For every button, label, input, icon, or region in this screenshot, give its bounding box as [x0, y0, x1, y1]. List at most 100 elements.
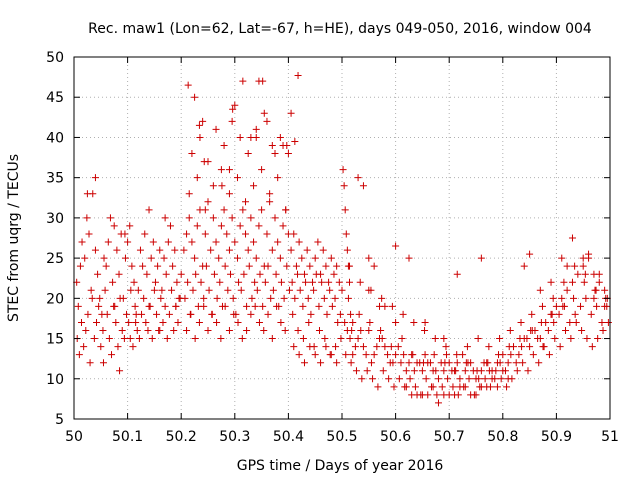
data-point [365, 254, 373, 262]
data-point [529, 351, 537, 359]
data-point [132, 318, 140, 326]
x-tick-label: 50.3 [219, 429, 250, 445]
data-point [296, 286, 304, 294]
data-point [317, 359, 325, 367]
data-point [274, 238, 282, 246]
data-point [484, 359, 492, 367]
data-point [164, 238, 172, 246]
x-tick-label: 50 [65, 429, 83, 445]
data-point [193, 222, 201, 230]
data-point [271, 150, 279, 158]
data-point [431, 335, 439, 343]
data-point [405, 254, 413, 262]
data-point [233, 174, 241, 182]
data-point [322, 343, 330, 351]
data-point [515, 351, 523, 359]
data-point [76, 262, 84, 270]
data-point [409, 351, 417, 359]
data-point [130, 278, 138, 286]
data-point [354, 335, 362, 343]
data-point [472, 375, 480, 383]
data-point [410, 367, 418, 375]
data-point [526, 250, 534, 258]
data-point [200, 294, 208, 302]
data-point [156, 246, 164, 254]
data-point [243, 327, 251, 335]
data-point [434, 375, 442, 383]
data-point [280, 294, 288, 302]
data-point [349, 351, 357, 359]
data-point [305, 318, 313, 326]
data-point [195, 318, 203, 326]
data-point [218, 182, 226, 190]
data-point [376, 335, 384, 343]
data-point [101, 286, 109, 294]
y-tick-label: 35 [46, 171, 64, 187]
axis-ticks [73, 56, 611, 420]
data-point [387, 343, 395, 351]
data-point [123, 310, 131, 318]
data-point [95, 302, 103, 310]
data-point [488, 367, 496, 375]
data-point [582, 294, 590, 302]
y-axis-label: STEC from uqrg / TECUs [6, 154, 22, 322]
data-point [340, 182, 348, 190]
data-point [171, 246, 179, 254]
data-point [434, 399, 442, 407]
data-point [144, 327, 152, 335]
data-point [104, 238, 112, 246]
data-point [231, 101, 239, 109]
data-point [245, 262, 253, 270]
y-tick-label: 25 [46, 251, 64, 267]
data-point [274, 174, 282, 182]
data-point [287, 246, 295, 254]
data-point [126, 222, 134, 230]
data-point [504, 375, 512, 383]
data-point [142, 318, 150, 326]
data-point [513, 367, 521, 375]
data-point [422, 375, 430, 383]
data-point [322, 262, 330, 270]
data-point [201, 206, 209, 214]
data-point [453, 359, 461, 367]
data-point [351, 343, 359, 351]
data-point [276, 133, 284, 141]
data-point [197, 278, 205, 286]
data-point [189, 286, 197, 294]
data-point [496, 335, 504, 343]
x-axis-label: GPS time / Days of year 2016 [237, 458, 444, 474]
data-point [180, 246, 188, 254]
data-point [386, 359, 394, 367]
data-point [229, 294, 237, 302]
data-point [462, 359, 470, 367]
data-point [256, 270, 264, 278]
data-point [217, 335, 225, 343]
data-point [156, 327, 164, 335]
data-point [216, 278, 224, 286]
data-point [283, 262, 291, 270]
data-point [577, 302, 585, 310]
y-tick-label: 20 [46, 291, 64, 307]
data-point [421, 318, 429, 326]
data-point [153, 310, 161, 318]
data-point [239, 77, 247, 85]
data-point [516, 335, 524, 343]
data-point [87, 286, 95, 294]
data-point [298, 254, 306, 262]
data-point [453, 351, 461, 359]
data-point [477, 254, 485, 262]
data-point [192, 270, 200, 278]
data-point [295, 351, 303, 359]
data-point [273, 302, 281, 310]
data-point [421, 327, 429, 335]
data-point [239, 206, 247, 214]
data-point [210, 270, 218, 278]
data-point [473, 367, 481, 375]
data-point [548, 310, 556, 318]
data-point [169, 262, 177, 270]
data-point [243, 302, 251, 310]
data-point [507, 351, 515, 359]
data-point [528, 310, 536, 318]
data-point [595, 270, 603, 278]
data-point [370, 262, 378, 270]
